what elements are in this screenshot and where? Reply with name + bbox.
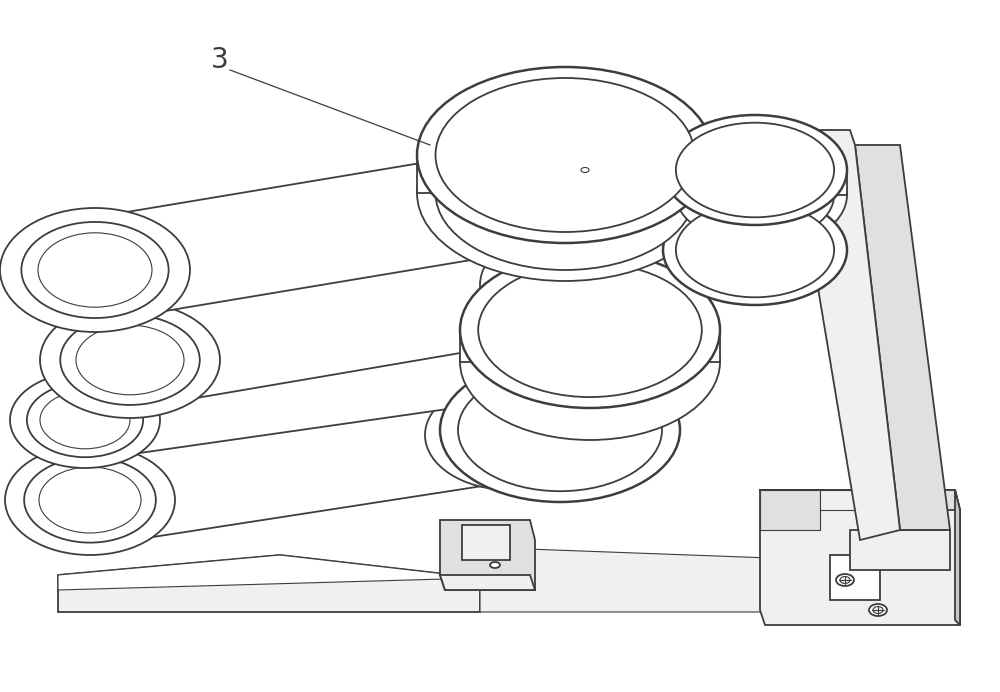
Ellipse shape [5, 445, 175, 555]
Ellipse shape [460, 284, 720, 440]
Ellipse shape [873, 606, 883, 614]
Text: 3: 3 [211, 46, 229, 74]
Ellipse shape [450, 133, 640, 257]
Ellipse shape [840, 576, 850, 583]
Polygon shape [830, 555, 880, 600]
Polygon shape [95, 143, 545, 322]
Polygon shape [130, 236, 570, 409]
Ellipse shape [465, 307, 615, 403]
Ellipse shape [676, 203, 834, 298]
Ellipse shape [27, 383, 143, 457]
Ellipse shape [425, 380, 595, 490]
Ellipse shape [663, 140, 847, 250]
Polygon shape [760, 490, 960, 510]
Ellipse shape [40, 302, 220, 418]
Ellipse shape [869, 604, 887, 616]
Ellipse shape [676, 147, 834, 242]
Ellipse shape [0, 208, 190, 332]
Polygon shape [58, 555, 480, 590]
Ellipse shape [10, 372, 160, 468]
Ellipse shape [676, 122, 834, 217]
Polygon shape [955, 490, 960, 625]
Polygon shape [855, 145, 950, 530]
Polygon shape [58, 555, 480, 612]
Polygon shape [417, 155, 713, 193]
Polygon shape [663, 170, 847, 195]
Ellipse shape [417, 105, 713, 281]
Ellipse shape [480, 227, 660, 343]
Ellipse shape [581, 167, 589, 172]
Ellipse shape [478, 263, 702, 397]
Ellipse shape [39, 467, 141, 533]
Ellipse shape [836, 574, 854, 586]
Ellipse shape [663, 195, 847, 305]
Ellipse shape [38, 233, 152, 307]
Polygon shape [462, 525, 510, 560]
Polygon shape [440, 520, 535, 590]
Polygon shape [440, 575, 535, 590]
Ellipse shape [460, 252, 720, 408]
Ellipse shape [663, 115, 847, 225]
Polygon shape [820, 490, 870, 510]
Ellipse shape [490, 562, 500, 568]
Ellipse shape [76, 325, 184, 395]
Polygon shape [795, 130, 900, 540]
Polygon shape [460, 330, 720, 362]
Ellipse shape [436, 116, 694, 270]
Ellipse shape [24, 457, 156, 543]
Polygon shape [480, 548, 960, 612]
Ellipse shape [458, 369, 662, 491]
Polygon shape [760, 490, 820, 530]
Ellipse shape [60, 315, 200, 405]
Polygon shape [90, 388, 510, 547]
Ellipse shape [440, 358, 680, 502]
Polygon shape [850, 530, 950, 570]
Polygon shape [85, 314, 540, 461]
Ellipse shape [21, 222, 169, 318]
Ellipse shape [40, 391, 130, 449]
Polygon shape [760, 490, 960, 625]
Ellipse shape [417, 67, 713, 243]
Ellipse shape [436, 78, 694, 232]
